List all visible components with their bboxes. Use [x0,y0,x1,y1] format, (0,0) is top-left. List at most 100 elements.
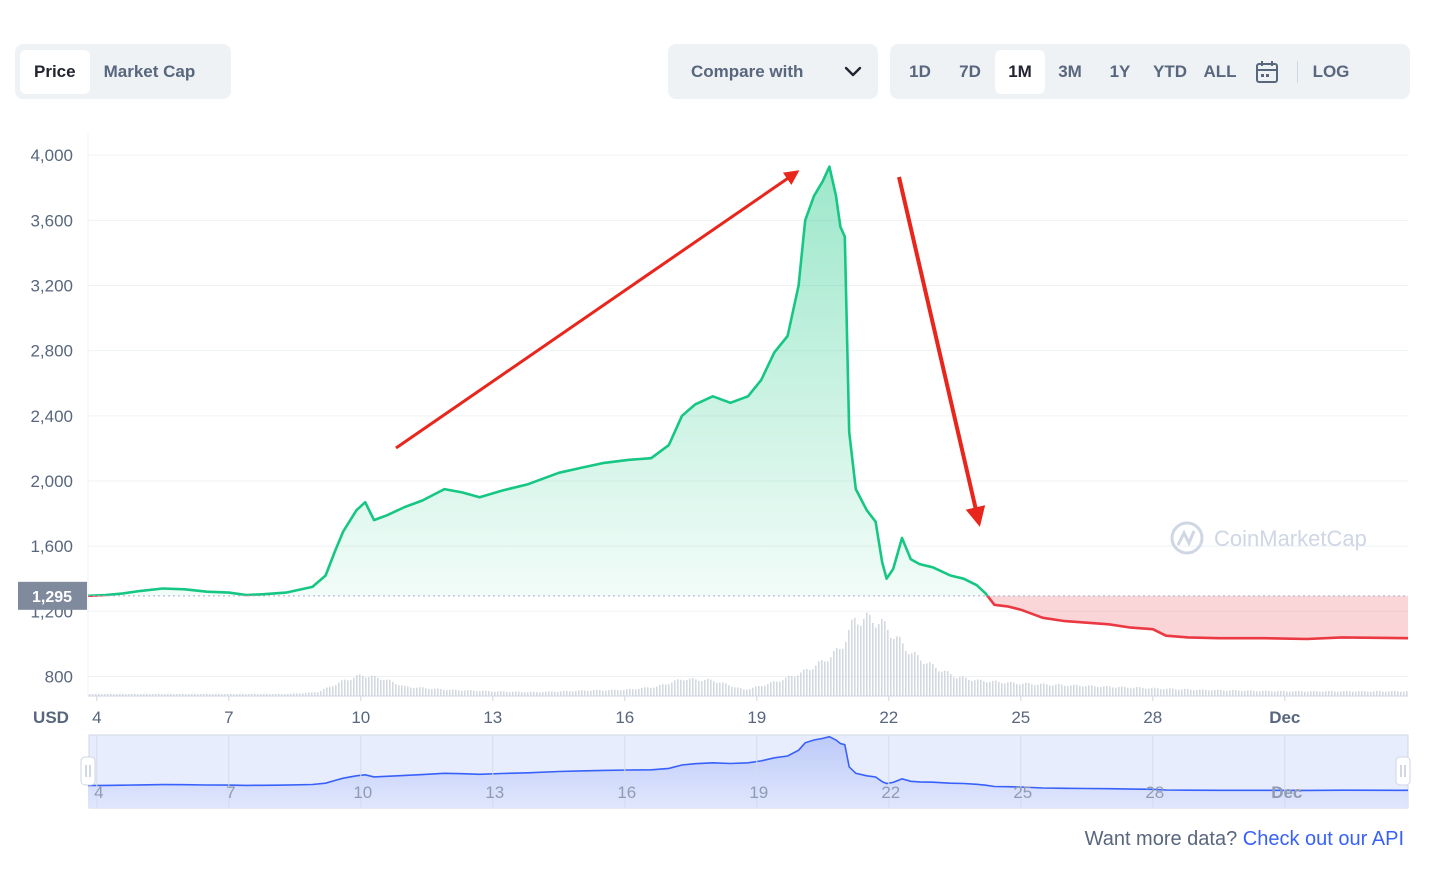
volume-bar [518,691,520,696]
volume-bar [908,654,910,696]
volume-bar [995,680,997,696]
volume-bar [788,675,790,696]
volume-bar [362,675,364,696]
volume-bar [1031,684,1033,696]
volume-bar [305,692,307,696]
volume-bar [143,694,145,696]
volume-bar [842,648,844,696]
volume-bar [1184,688,1186,696]
volume-bar [140,694,142,696]
volume-bar [179,694,181,696]
volume-bar [578,690,580,696]
x-tick-label: 13 [483,708,502,727]
api-promo: Want more data? Check out our API [1085,828,1404,851]
range-divider [1297,60,1298,83]
x-tick-label: 16 [615,708,634,727]
volume-bar [806,669,808,696]
volume-bar [1247,690,1249,696]
volume-bar [1046,684,1048,696]
volume-bar [89,694,91,696]
volume-bar [1280,690,1282,696]
range-ytd[interactable]: YTD [1153,61,1187,81]
volume-bar [170,694,172,696]
volume-bar [575,690,577,696]
volume-bar [983,681,985,696]
volume-bar [749,689,751,696]
range-3m[interactable]: 3M [1058,61,1082,81]
volume-bar [413,688,415,696]
log-toggle[interactable]: LOG [1312,61,1350,81]
volume-bar [1103,686,1105,696]
range-all[interactable]: ALL [1203,61,1237,81]
volume-bar [1271,691,1273,696]
volume-bar [104,694,106,696]
calendar-button[interactable] [1245,50,1289,94]
volume-bar [818,661,820,696]
y-tick-label: 1,600 [30,537,73,556]
range-1d[interactable]: 1D [909,61,931,81]
volume-bar [893,638,895,696]
volume-bar [521,691,523,696]
chevron-down-icon [844,66,862,76]
volume-bar [836,647,838,696]
volume-bar [950,674,952,696]
volume-bar [1181,689,1183,696]
volume-bar [1340,691,1342,696]
api-link[interactable]: Check out our API [1242,828,1404,850]
y-tick-label: 3,600 [30,211,73,230]
volume-bar [854,617,856,696]
volume-bar [1229,690,1231,696]
volume-bar [740,688,742,696]
volume-bar [1136,687,1138,696]
volume-bar [944,670,946,696]
volume-bar [326,687,328,696]
volume-bar [1322,691,1324,696]
volume-bar [1400,691,1402,696]
volume-bar [1022,683,1024,696]
volume-bar [680,679,682,696]
volume-bar [1262,690,1264,696]
range-1m[interactable]: 1M [995,49,1045,94]
volume-bar [752,687,754,696]
tab-price[interactable]: Price [20,49,90,94]
price-series [87,165,1409,641]
volume-bar [701,681,703,696]
volume-bar [875,627,877,696]
volume-bar [1337,691,1339,696]
volume-bar [932,663,934,696]
volume-bar [1196,690,1198,696]
volume-bar [1268,690,1270,696]
volume-bar [1226,690,1228,696]
volume-bar [713,681,715,696]
volume-bar [371,675,373,696]
volume-bar [1367,691,1369,696]
volume-bar [1382,691,1384,696]
volume-bar [902,643,904,696]
volume-bar [938,671,940,696]
navigator-handle-left[interactable] [80,756,96,786]
volume-bar [431,688,433,696]
volume-bar [863,619,865,696]
navigator-handle-right[interactable] [1395,756,1411,786]
range-navigator[interactable]: 4 7 10 13 16 19 22 25 28 Dec [80,734,1411,809]
volume-bar [572,691,574,696]
volume-bar [95,694,97,696]
current-price-marker: 1,295 [18,581,1408,610]
volume-bar [1244,690,1246,696]
volume-bar [215,694,217,696]
volume-bar [479,691,481,696]
range-7d[interactable]: 7D [959,61,981,81]
range-1y[interactable]: 1Y [1109,61,1131,81]
volume-bar [197,694,199,696]
volume-bar [164,694,166,696]
volume-bar [1124,686,1126,696]
volume-bar [959,677,961,696]
volume-bar [551,691,553,696]
compare-with-dropdown[interactable]: Compare with [668,44,878,99]
volume-bar [446,690,448,696]
tab-market-cap[interactable]: Market Cap [103,61,196,81]
volume-bar [227,694,229,696]
volume-bar [1193,690,1195,696]
volume-bar [941,671,943,696]
volume-bar [1061,684,1063,696]
